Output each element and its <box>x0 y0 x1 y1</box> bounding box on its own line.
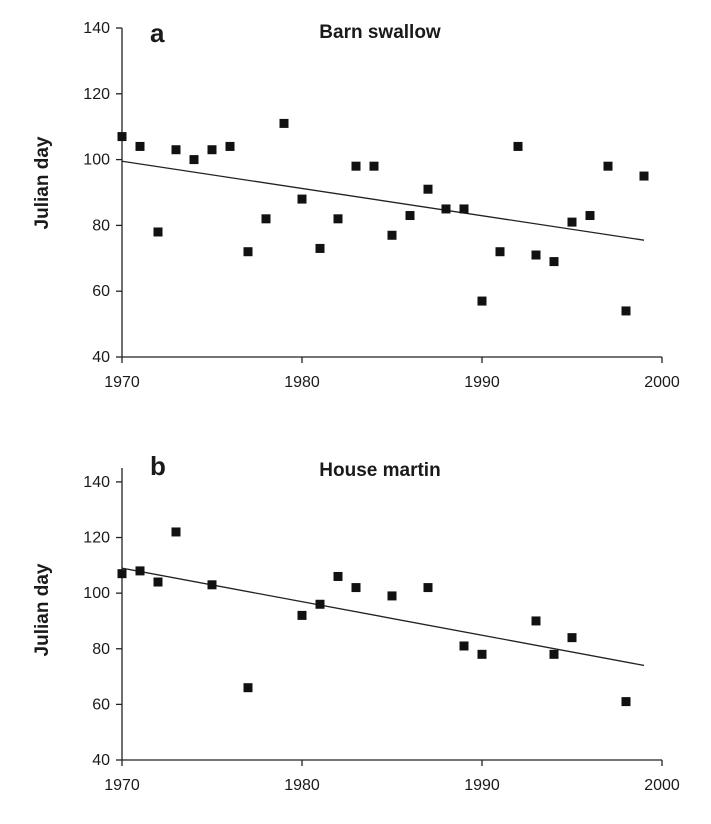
data-point <box>261 214 271 224</box>
x-tick-label: 1990 <box>464 777 500 794</box>
y-tick-label: 100 <box>83 585 110 602</box>
data-point <box>153 577 163 587</box>
x-tick-label: 1980 <box>284 777 320 794</box>
data-point <box>243 683 253 693</box>
data-point <box>171 527 181 537</box>
data-point <box>135 566 145 576</box>
data-point <box>477 649 487 659</box>
y-tick-label: 80 <box>92 217 110 234</box>
x-tick-label: 1980 <box>284 374 320 391</box>
data-point <box>621 697 631 707</box>
trend-line <box>121 567 645 667</box>
data-point <box>621 306 631 316</box>
data-point <box>117 132 127 142</box>
data-point <box>585 211 595 221</box>
y-axis-label: Julian day <box>32 563 53 656</box>
data-point <box>459 641 469 651</box>
data-point <box>351 161 361 171</box>
data-point <box>315 243 325 253</box>
data-point <box>189 155 199 165</box>
data-point <box>297 194 307 204</box>
data-point <box>477 296 487 306</box>
data-point <box>531 616 541 626</box>
y-tick-label: 60 <box>92 283 110 300</box>
data-point <box>567 217 577 227</box>
data-point <box>549 649 559 659</box>
x-tick-label: 1990 <box>464 374 500 391</box>
y-tick-label: 120 <box>83 530 110 547</box>
x-tick-label: 2000 <box>644 777 680 794</box>
data-point <box>279 118 289 128</box>
data-point <box>297 610 307 620</box>
data-point <box>369 161 379 171</box>
data-point <box>567 633 577 643</box>
x-tick-label: 1970 <box>104 777 140 794</box>
y-tick-label: 80 <box>92 641 110 658</box>
data-point <box>423 583 433 593</box>
data-point <box>243 247 253 257</box>
data-point <box>333 571 343 581</box>
data-point <box>153 227 163 237</box>
chart-title: House martin <box>319 460 440 481</box>
panel-letter: b <box>150 451 166 481</box>
data-point <box>333 214 343 224</box>
panel-letter: a <box>150 18 165 48</box>
data-point <box>207 580 217 590</box>
data-point <box>135 141 145 151</box>
y-tick-label: 140 <box>83 474 110 491</box>
data-point <box>549 257 559 267</box>
y-tick-label: 60 <box>92 696 110 713</box>
data-point <box>225 141 235 151</box>
data-point <box>441 204 451 214</box>
y-axis-label: Julian day <box>32 136 53 229</box>
y-tick-label: 140 <box>83 20 110 37</box>
data-point <box>387 230 397 240</box>
data-point <box>171 145 181 155</box>
data-point <box>315 599 325 609</box>
y-tick-label: 100 <box>83 152 110 169</box>
data-point <box>387 591 397 601</box>
data-point <box>603 161 613 171</box>
data-point <box>639 171 649 181</box>
panel-b: 40 60 80 100 120 140 1970 1980 1990 2000 b House ma… <box>32 451 680 794</box>
y-tick-label: 40 <box>92 752 110 769</box>
trend-line <box>121 160 645 241</box>
chart-title: Barn swallow <box>319 22 441 43</box>
data-point <box>405 211 415 221</box>
data-point <box>513 141 523 151</box>
panel-a: 40 60 80 100 120 140 1970 1980 1990 2000 a Barn swa… <box>32 18 680 391</box>
data-point <box>351 583 361 593</box>
data-point <box>423 184 433 194</box>
data-point <box>117 569 127 579</box>
x-tick-label: 1970 <box>104 374 140 391</box>
data-point <box>207 145 217 155</box>
y-tick-label: 120 <box>83 86 110 103</box>
x-tick-label: 2000 <box>644 374 680 391</box>
data-point <box>495 247 505 257</box>
y-tick-label: 40 <box>92 349 110 366</box>
data-point <box>459 204 469 214</box>
data-point <box>531 250 541 260</box>
